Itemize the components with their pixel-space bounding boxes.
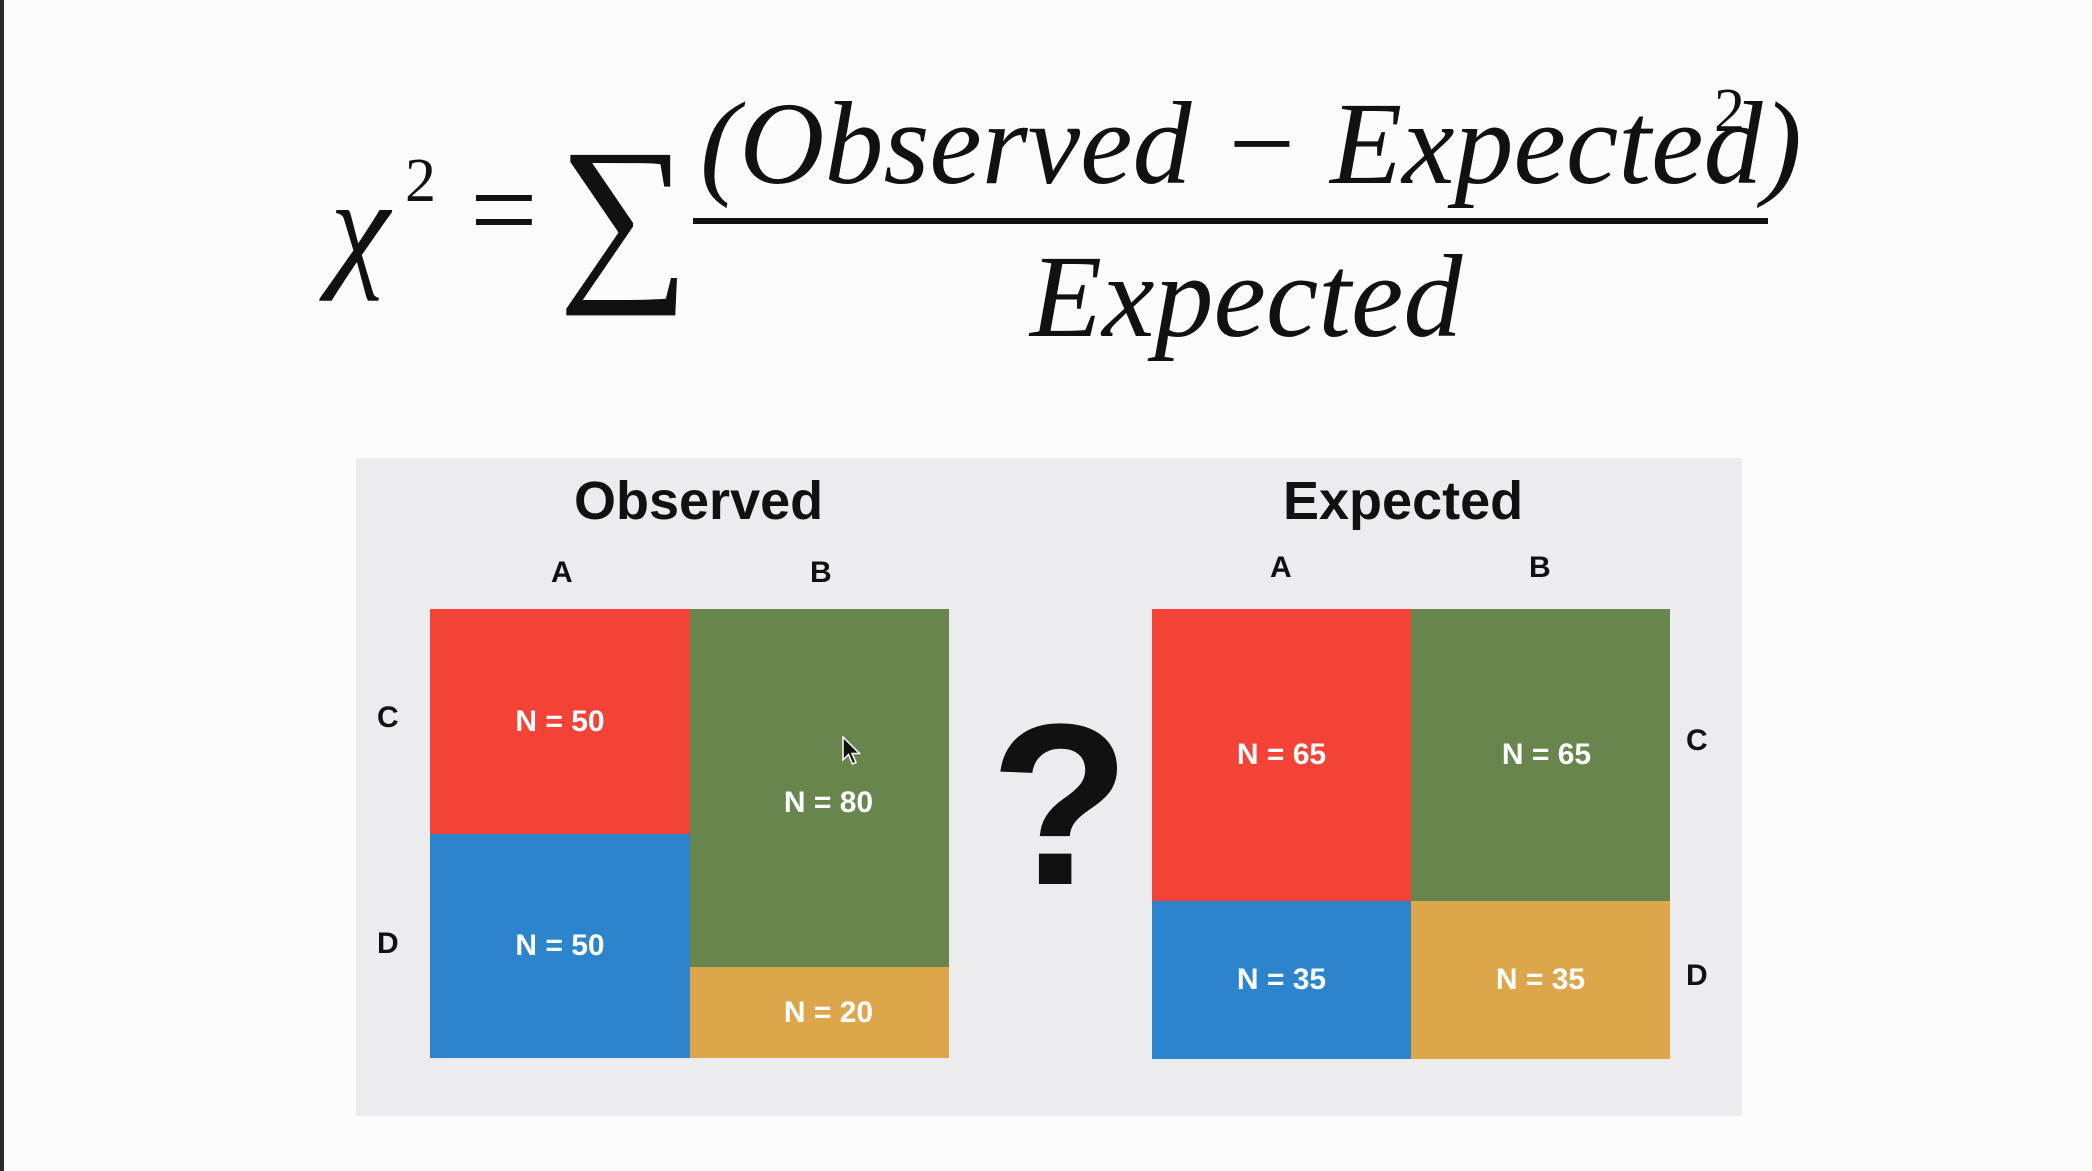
window-edge bbox=[0, 0, 4, 1171]
equals-sign: = bbox=[470, 143, 538, 276]
formula-numerator: (Observed − Expected) bbox=[700, 78, 1802, 209]
chi-symbol: χ bbox=[330, 153, 390, 302]
observed-cell-a-c: N = 50 bbox=[430, 609, 690, 834]
question-mark: ? bbox=[989, 676, 1131, 933]
formula-denominator: Expected bbox=[1030, 231, 1463, 362]
observed-cell-b-d: N = 20 bbox=[690, 967, 949, 1058]
observed-cell-a-d-value: N = 50 bbox=[515, 929, 605, 962]
expected-cell-b-d: N = 35 bbox=[1411, 901, 1670, 1059]
observed-col-b-label: B bbox=[810, 556, 832, 589]
expected-title: Expected bbox=[1283, 471, 1524, 531]
expected-col-a-label: A bbox=[1270, 551, 1292, 584]
expected-row-d-label: D bbox=[1686, 959, 1708, 992]
expected-row-c-label: C bbox=[1686, 724, 1708, 757]
observed-cell-a-d: N = 50 bbox=[430, 834, 690, 1058]
chi-exponent: 2 bbox=[405, 147, 436, 215]
observed-col-a-label: A bbox=[551, 556, 573, 589]
observed-cell-a-c-value: N = 50 bbox=[515, 704, 605, 738]
expected-cell-b-c-value: N = 65 bbox=[1501, 738, 1592, 771]
expected-cell-a-d: N = 35 bbox=[1152, 901, 1411, 1059]
observed-row-c-label: C bbox=[377, 701, 399, 734]
expected-col-b-label: B bbox=[1529, 551, 1551, 584]
summation-symbol: ∑ bbox=[558, 112, 690, 317]
expected-cell-b-c: N = 65 bbox=[1411, 609, 1670, 901]
mouse-cursor-icon bbox=[842, 736, 862, 765]
expected-cell-a-c: N = 65 bbox=[1152, 609, 1411, 901]
chi-square-formula: χ 2 = ∑ (Observed − Expected) 2 Expected bbox=[0, 0, 2092, 400]
fraction-bar bbox=[693, 218, 1768, 224]
numerator-exponent: 2 bbox=[1714, 77, 1745, 145]
observed-title: Observed bbox=[574, 471, 824, 531]
expected-cell-b-d-value: N = 35 bbox=[1495, 963, 1586, 996]
observed-cell-b-c: N = 80 bbox=[690, 609, 949, 967]
expected-cell-a-d-value: N = 35 bbox=[1236, 963, 1327, 996]
expected-cell-a-c-value: N = 65 bbox=[1236, 738, 1327, 771]
observed-row-d-label: D bbox=[377, 927, 399, 960]
observed-cell-b-d-value: N = 20 bbox=[783, 995, 874, 1029]
observed-cell-b-c-value: N = 80 bbox=[783, 786, 874, 819]
